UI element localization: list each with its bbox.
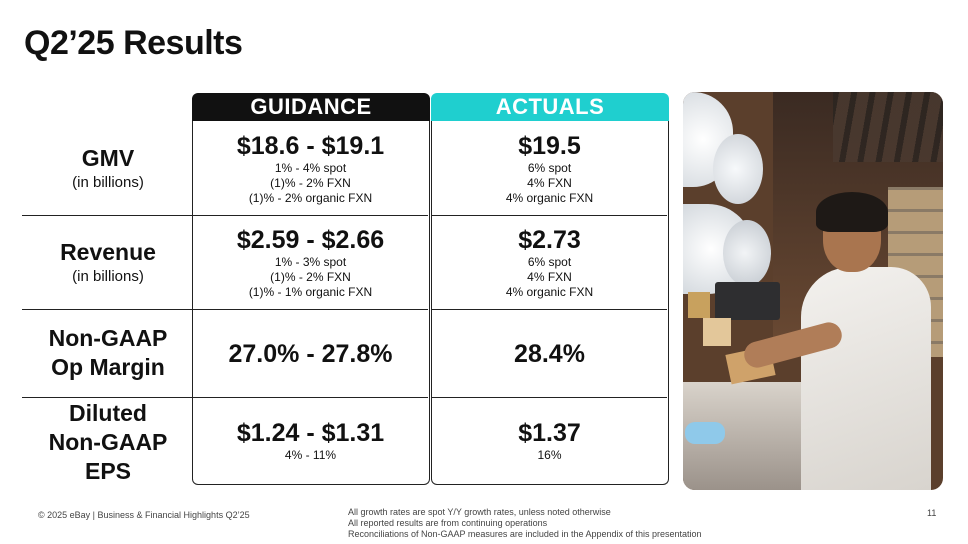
warehouse-packing-photo-icon [683, 92, 943, 490]
actuals-detail: 4% organic FXN [505, 285, 594, 299]
guidance-detail: 1% - 4% spot [274, 160, 347, 175]
row-label-line: Op Margin [51, 354, 165, 380]
actuals-value: $19.5 [518, 131, 581, 160]
guidance-column: $18.6 - $19.1 1% - 4% spot (1)% - 2% FXN… [192, 121, 430, 485]
actuals-revenue-cell: $2.73 6% spot 4% FXN 4% organic FXN [432, 216, 667, 309]
cell-divider [432, 309, 667, 310]
row-divider [22, 397, 194, 398]
footer-note: All growth rates are spot Y/Y growth rat… [348, 507, 611, 517]
actuals-detail: 16% [537, 448, 562, 462]
row-divider [22, 309, 194, 310]
row-label-sub: (in billions) [72, 173, 144, 191]
cell-divider [432, 215, 667, 216]
row-label-main: GMV [81, 144, 135, 171]
row-label-line: Diluted [69, 399, 147, 426]
guidance-value: 27.0% - 27.8% [228, 339, 393, 368]
actuals-detail: 6% spot [527, 255, 572, 269]
guidance-detail: (1)% - 2% FXN [270, 175, 351, 190]
actuals-value: $1.37 [518, 419, 581, 447]
cell-divider [432, 397, 667, 398]
guidance-value: $2.59 - $2.66 [236, 226, 385, 254]
guidance-op-margin-cell: 27.0% - 27.8% [193, 310, 428, 397]
cell-divider [193, 397, 428, 398]
row-label-revenue: Revenue (in billions) [22, 216, 194, 308]
guidance-header: GUIDANCE [192, 93, 430, 121]
footer-notes: All growth rates are spot Y/Y growth rat… [348, 507, 702, 540]
actuals-column: $19.5 6% spot 4% FXN 4% organic FXN $2.7… [431, 121, 669, 485]
actuals-header: ACTUALS [431, 93, 669, 121]
page-number: 11 [927, 508, 937, 518]
actuals-detail: 4% FXN [527, 175, 572, 190]
row-label-op-margin: Non-GAAP Op Margin [22, 310, 194, 396]
actuals-detail: 6% spot [527, 160, 572, 175]
guidance-detail: 1% - 3% spot [274, 255, 347, 269]
guidance-detail: (1)% - 1% organic FXN [248, 285, 373, 299]
guidance-gmv-cell: $18.6 - $19.1 1% - 4% spot (1)% - 2% FXN… [193, 121, 428, 215]
guidance-detail: (1)% - 2% FXN [270, 270, 351, 284]
guidance-detail: (1)% - 2% organic FXN [248, 190, 373, 205]
actuals-value: $2.73 [518, 226, 581, 254]
guidance-revenue-cell: $2.59 - $2.66 1% - 3% spot (1)% - 2% FXN… [193, 216, 428, 309]
actuals-detail: 4% organic FXN [505, 190, 594, 205]
row-label-line: Non-GAAP [48, 325, 168, 351]
actuals-eps-cell: $1.37 16% [432, 398, 667, 483]
row-label-eps: Diluted Non-GAAP EPS [22, 398, 194, 486]
guidance-value: $1.24 - $1.31 [236, 419, 385, 447]
guidance-eps-cell: $1.24 - $1.31 4% - 11% [193, 398, 428, 483]
row-label-line: EPS [84, 457, 132, 484]
cell-divider [193, 215, 428, 216]
row-label-sub: (in billions) [72, 267, 144, 285]
row-divider [22, 215, 194, 216]
actuals-value: 28.4% [514, 339, 585, 368]
cell-divider [193, 309, 428, 310]
guidance-detail: 4% - 11% [284, 448, 337, 462]
row-label-gmv: GMV (in billions) [22, 122, 194, 214]
actuals-op-margin-cell: 28.4% [432, 310, 667, 397]
actuals-detail: 4% FXN [527, 270, 572, 284]
row-label-main: Revenue [60, 238, 156, 265]
actuals-gmv-cell: $19.5 6% spot 4% FXN 4% organic FXN [432, 121, 667, 215]
guidance-value: $18.6 - $19.1 [236, 131, 385, 160]
row-label-line: Non-GAAP [48, 428, 168, 455]
footer-note: Reconciliations of Non-GAAP measures are… [348, 529, 702, 539]
footer-copyright: © 2025 eBay | Business & Financial Highl… [38, 510, 250, 520]
footer-note: All reported results are from continuing… [348, 518, 548, 528]
page-title: Q2’25 Results [24, 24, 243, 62]
